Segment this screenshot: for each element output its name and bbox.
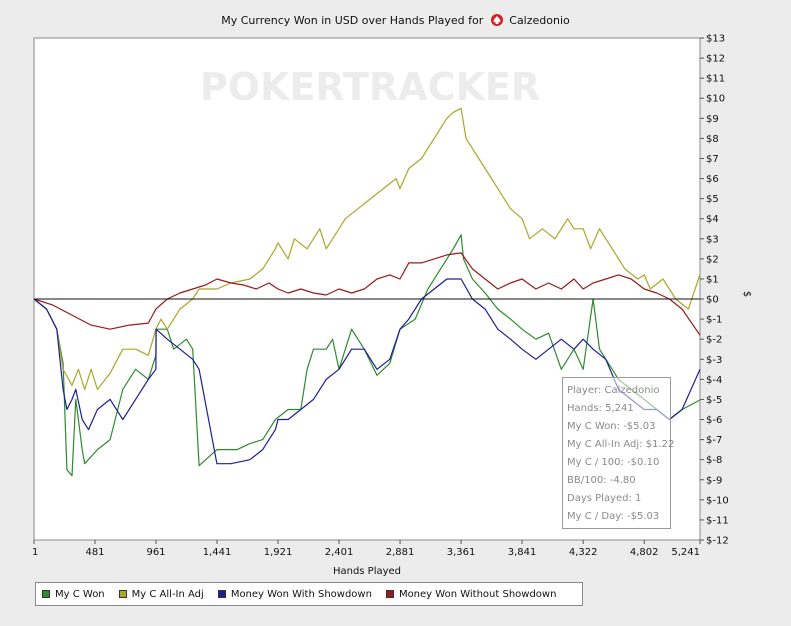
x-tick-label: 1,921 — [264, 547, 293, 558]
pokertracker-watermark: POKERTRACKER — [200, 65, 540, 109]
tooltip-bb-100: BB/100: -4.80 — [567, 475, 636, 486]
tooltip-hands: Hands: 5,241 — [567, 403, 634, 414]
tooltip-per-day: My C / Day: -$5.03 — [567, 511, 660, 522]
x-tick-label: 481 — [85, 547, 104, 558]
stats-tooltip: Player: Calzedonio Hands: 5,241 My C Won… — [562, 377, 675, 529]
legend-item-my-c-won[interactable]: My C Won — [42, 589, 105, 600]
y-tick-label: $7 — [706, 154, 719, 165]
tooltip-days-played: Days Played: 1 — [567, 493, 642, 504]
x-tick-label: 961 — [146, 547, 165, 558]
y-tick-label: $-11 — [706, 515, 729, 526]
tooltip-allin-adj: My C All-In Adj: $1.22 — [567, 439, 675, 450]
y-tick-label: $12 — [706, 54, 725, 65]
legend-item-my-c-allin-adj[interactable]: My C All-In Adj — [118, 588, 204, 600]
y-tick-label: $-1 — [706, 315, 722, 326]
y-tick-label: $9 — [706, 114, 719, 125]
tooltip-player: Player: Calzedonio — [567, 385, 660, 396]
legend-label-my-c-won: My C Won — [55, 588, 105, 600]
series-line-2 — [33, 278, 701, 465]
series-line-0 — [33, 234, 701, 477]
y-tick-label: $-6 — [706, 415, 722, 426]
legend-item-showdown[interactable]: Money Won With Showdown — [217, 588, 372, 600]
legend-label-my-c-allin-adj: My C All-In Adj — [131, 588, 204, 600]
y-tick-label: $0 — [706, 295, 719, 306]
x-tick-label: 5,241 — [671, 547, 700, 558]
y-tick-label: $6 — [706, 174, 719, 185]
legend-swatch-my-c-allin-adj — [118, 590, 127, 598]
y-tick-label: $5 — [706, 194, 719, 205]
y-tick-label: $-5 — [706, 395, 722, 406]
x-axis-label: Hands Played — [333, 566, 401, 577]
chart-title-prefix: My Currency Won in USD over Hands Played… — [221, 14, 484, 27]
y-tick-label: $4 — [706, 214, 719, 225]
legend-swatch-showdown — [217, 590, 226, 598]
y-tick-label: $-7 — [706, 435, 722, 446]
y-tick-label: $3 — [706, 234, 719, 245]
x-tick-label: 2,401 — [325, 547, 354, 558]
legend-label-showdown: Money Won With Showdown — [230, 588, 372, 600]
x-tick-label: 3,841 — [508, 547, 537, 558]
y-tick-label: $-12 — [706, 536, 729, 547]
y-tick-label: $2 — [706, 254, 719, 265]
tooltip-won: My C Won: -$5.03 — [567, 421, 656, 432]
y-tick-label: $-9 — [706, 475, 722, 486]
y-tick-label: $-10 — [706, 495, 729, 506]
legend-swatch-my-c-won — [42, 590, 50, 598]
x-tick-label: 2,881 — [386, 547, 415, 558]
x-tick-label: 3,361 — [447, 547, 476, 558]
chart-title-player: Calzedonio — [509, 14, 570, 27]
legend-label-non-showdown: Money Won Without Showdown — [398, 588, 557, 600]
y-tick-label: $10 — [706, 94, 725, 105]
y-tick-label: $8 — [706, 134, 719, 145]
y-tick-label: $-2 — [706, 335, 722, 346]
chart-title: My Currency Won in USD over Hands Played… — [0, 14, 791, 27]
y-tick-label: $13 — [706, 34, 725, 45]
y-tick-label: $-4 — [706, 375, 722, 386]
y-axis: $13 $12 $11 $10 $9 $8 $7 $6 $5 $4 $3 $2 $1 $0 $-1 $-2 $-… — [700, 34, 729, 547]
x-tick-label: 4,322 — [569, 547, 598, 558]
x-tick-label: 4,802 — [630, 547, 659, 558]
series-layer — [33, 107, 701, 477]
y-axis-label: $ — [741, 291, 752, 297]
series-line-3 — [33, 252, 701, 336]
series-line-1 — [33, 107, 701, 390]
y-tick-label: $-3 — [706, 355, 722, 366]
tooltip-per-100: My C / 100: -$0.10 — [567, 457, 660, 468]
y-tick-label: $-8 — [706, 455, 722, 466]
x-axis: 1 481 961 1,441 1,921 2,401 2,881 3,361 3,841 4,3… — [32, 540, 701, 558]
chart-legend: My C Won My C All-In Adj Money Won With … — [35, 582, 583, 606]
y-tick-label: $1 — [706, 274, 719, 285]
legend-swatch-non-showdown — [385, 590, 394, 598]
y-tick-label: $11 — [706, 74, 725, 85]
x-tick-label: 1 — [32, 547, 38, 558]
legend-item-non-showdown[interactable]: Money Won Without Showdown — [385, 588, 557, 600]
x-tick-label: 1,441 — [203, 547, 232, 558]
spade-player-icon — [490, 14, 503, 26]
